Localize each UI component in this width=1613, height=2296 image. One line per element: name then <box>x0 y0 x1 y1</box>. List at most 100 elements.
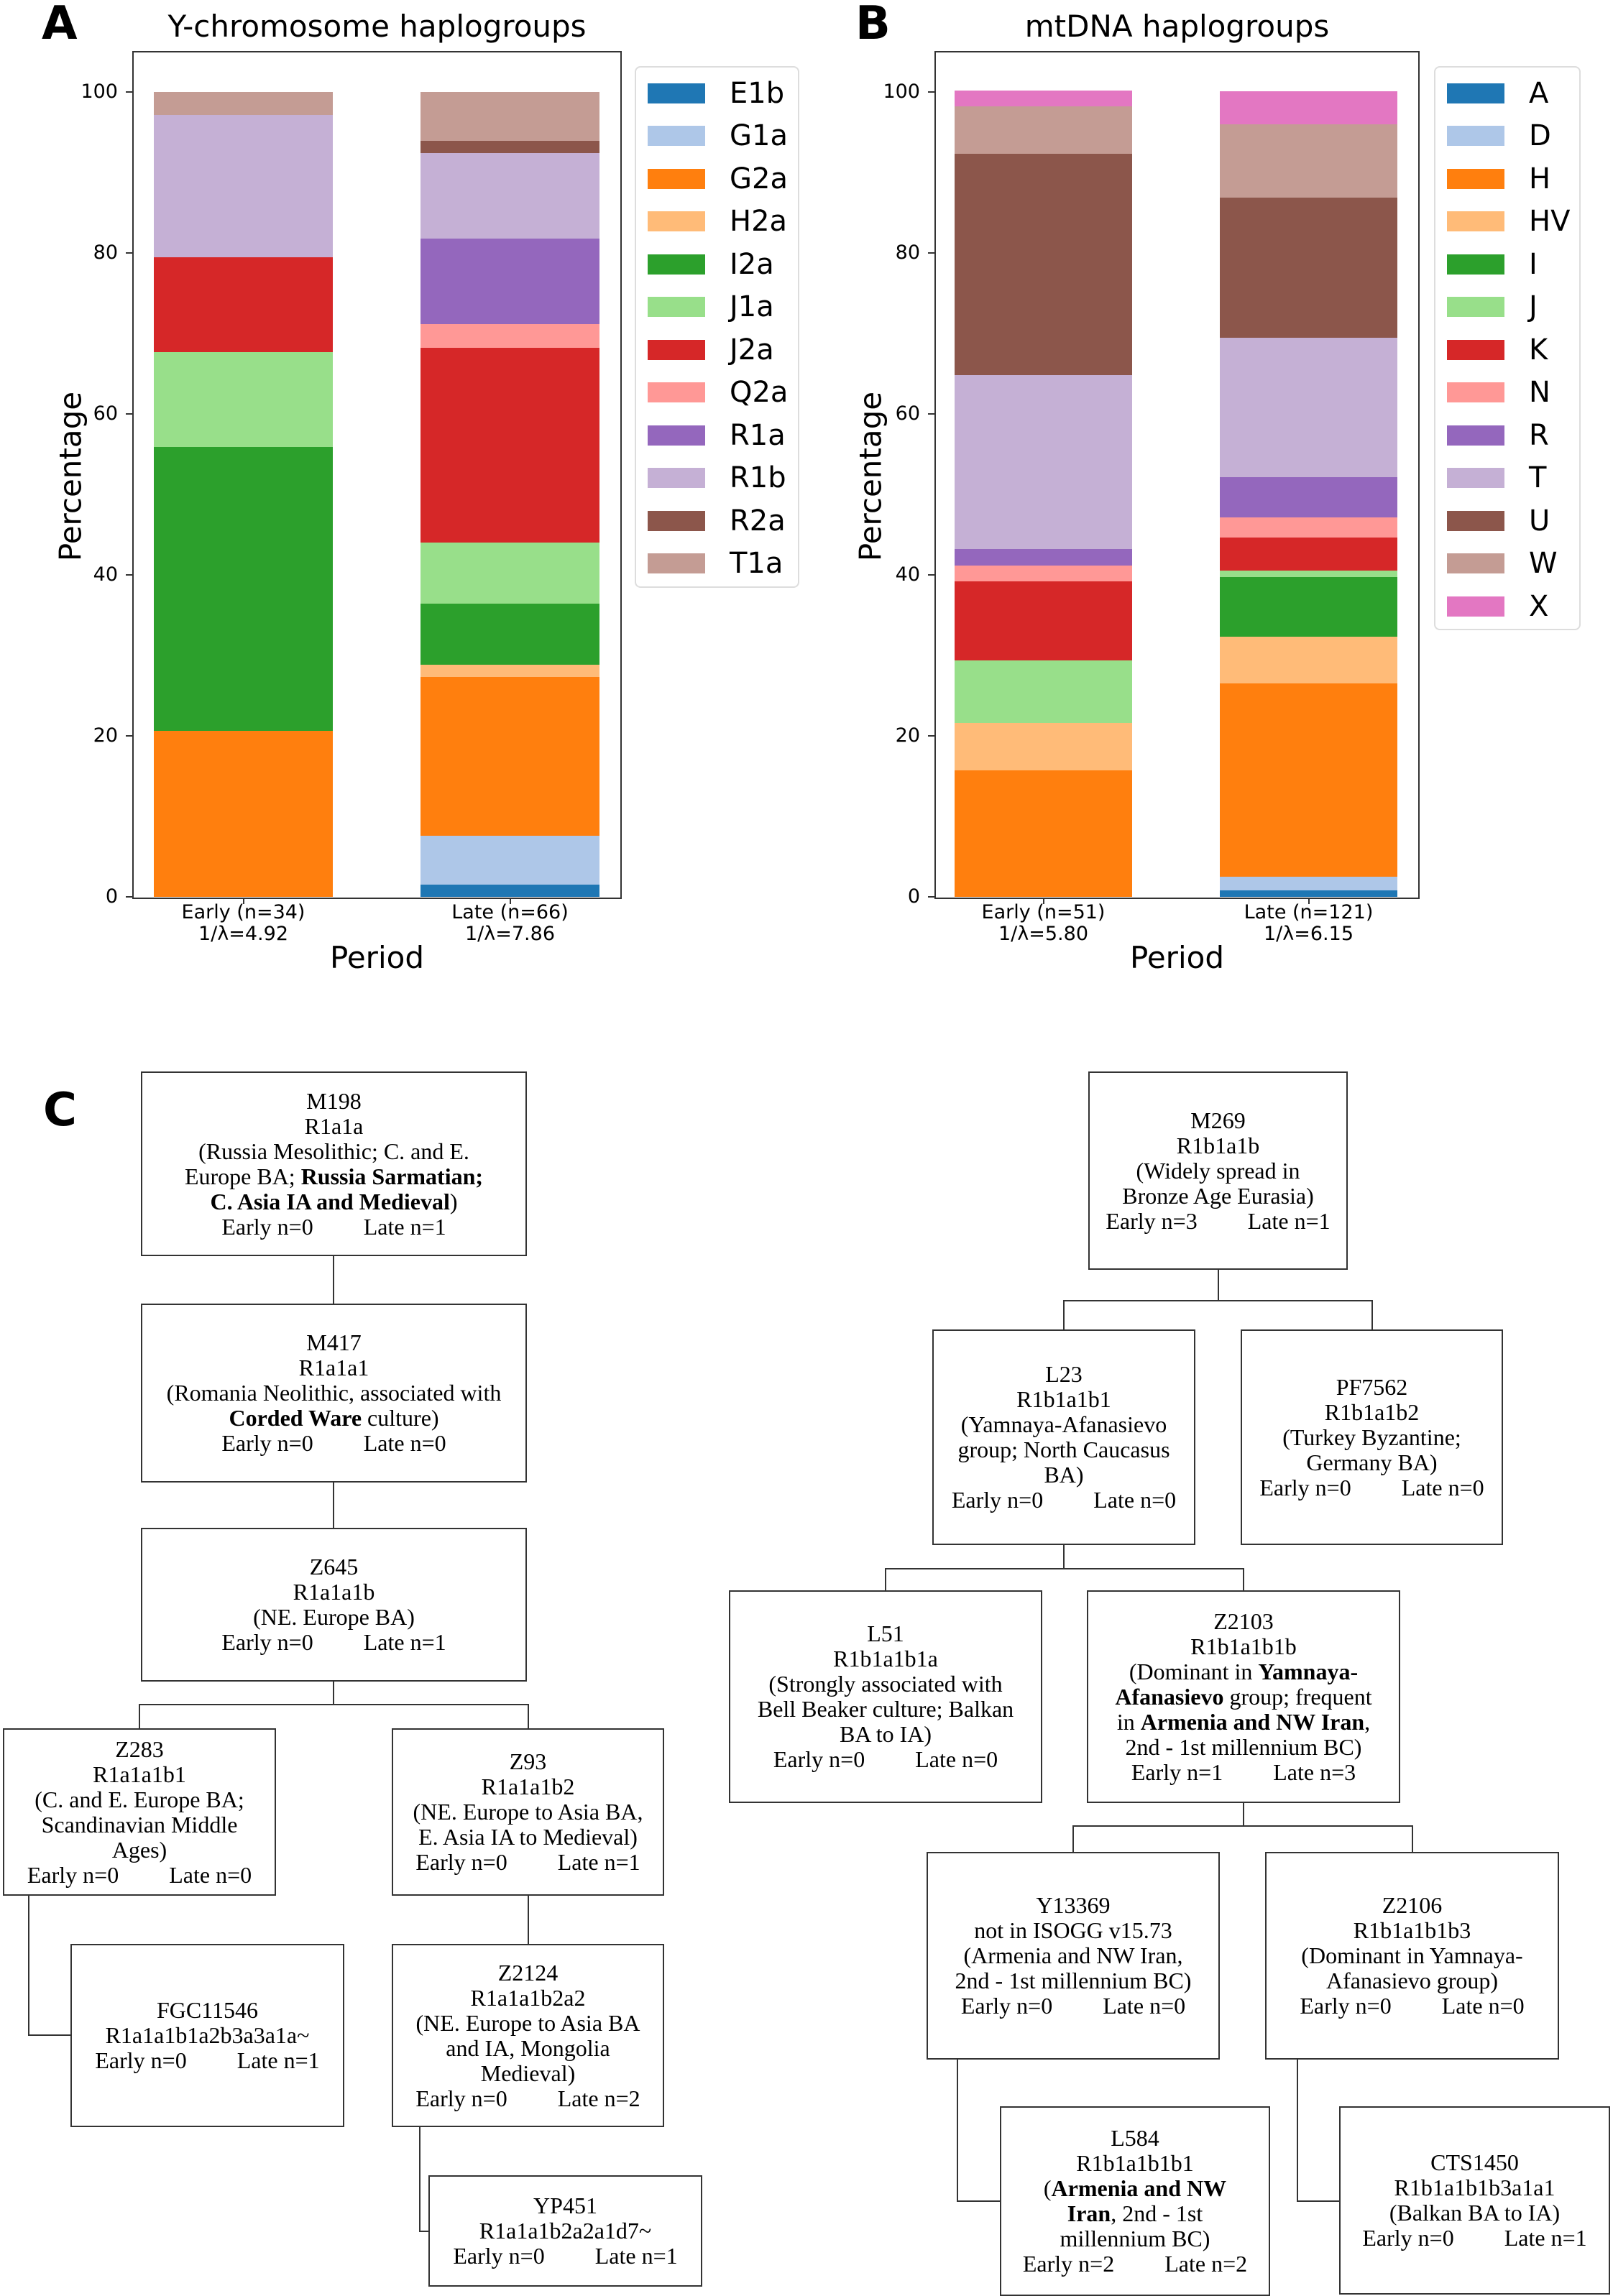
y-tick-mark <box>928 896 934 898</box>
bar-segment-g2a <box>421 677 599 836</box>
node-text-line: R1b1a1b1b3a1a1 <box>1394 2175 1555 2200</box>
bar-segment-i2a <box>421 604 599 665</box>
node-text: R1b1a1b1a <box>833 1646 938 1672</box>
legend-swatch <box>648 510 705 531</box>
legend-item: U <box>1447 499 1550 542</box>
legend: A D H HV I J K N R T U W X <box>1434 66 1581 630</box>
node-text-line: R1a1a <box>305 1113 364 1139</box>
node-text: ) <box>449 1188 458 1214</box>
bar-segment-r1a <box>421 238 599 324</box>
tree-node-cts1450: CTS1450 R1b1a1b1b3a1a1 (Balkan BA to IA) Ea… <box>1339 2106 1610 2295</box>
legend-item: J2a <box>648 328 774 371</box>
node-counts: Early n=0 Late n=0 <box>1259 1475 1484 1500</box>
node-text-bold: Afanasievo <box>1115 1683 1224 1710</box>
node-text-line: (NE. Europe to Asia BA, <box>413 1799 643 1825</box>
node-text-line: R1b1a1b2 <box>1325 1399 1420 1425</box>
legend-swatch <box>1447 83 1504 103</box>
legend-swatch <box>1447 596 1504 617</box>
legend-label: R <box>1529 418 1549 452</box>
legend-swatch <box>1447 211 1504 231</box>
node-text-line: (Romania Neolithic, associated with <box>167 1380 502 1406</box>
legend-item: I <box>1447 243 1538 285</box>
node-text: Europe BA; <box>184 1163 301 1189</box>
bar-segment-h <box>955 770 1132 897</box>
node-text: (C. and E. Europe BA; <box>35 1786 244 1812</box>
bar-segment-u <box>955 154 1132 376</box>
plot-area <box>934 51 1420 899</box>
bar-segment-h2a <box>421 665 599 678</box>
connector-y13369-l584 <box>957 2060 1000 2202</box>
node-text-line: Medieval) <box>481 2060 576 2086</box>
node-text-line: R1b1a1b1b <box>1190 1633 1297 1659</box>
chart-title: mtDNA haplogroups <box>1024 9 1330 44</box>
node-counts: Early n=0 Late n=1 <box>1362 2226 1586 2251</box>
node-text-line: (Dominant in Yamnaya- <box>1129 1659 1358 1684</box>
bar-segment-e1b <box>421 885 599 897</box>
node-text: Z645 <box>309 1554 359 1580</box>
node-counts: Early n=0 Late n=1 <box>415 1850 640 1875</box>
tree-node-l51: L51 R1b1a1b1a (Strongly associated with Bel… <box>729 1590 1042 1803</box>
node-text-line: YP451 <box>533 2193 597 2218</box>
node-text-line: Bell Beaker culture; Balkan <box>758 1697 1014 1722</box>
node-text-line: group; North Caucasus <box>957 1437 1169 1462</box>
node-counts: Early n=0 Late n=0 <box>221 1431 446 1456</box>
late-count: Late n=0 <box>1401 1474 1484 1500</box>
node-text-bold: Armenia and NW Iran <box>1140 1708 1365 1735</box>
bar-segment-t1a <box>154 92 333 116</box>
x-tick-line: 1/λ=5.80 <box>998 923 1088 945</box>
node-counts: Early n=3 Late n=1 <box>1106 1208 1330 1234</box>
node-text-line: (Armenia and NW <box>1044 2176 1226 2201</box>
early-count: Early n=0 <box>960 1993 1053 2019</box>
node-text: (NE. Europe BA) <box>253 1604 415 1630</box>
node-text: R1a1a1b2 <box>481 1774 575 1799</box>
legend-item: J1a <box>648 286 774 328</box>
late-count: Late n=1 <box>557 1849 640 1875</box>
node-text: in <box>1116 1708 1141 1735</box>
y-tick-label: 20 <box>93 724 118 747</box>
node-text-bold: C. Asia IA and Medieval <box>210 1188 450 1214</box>
node-text: (Dominant in <box>1129 1658 1259 1684</box>
legend-item: E1b <box>648 72 784 114</box>
y-tick-mark <box>928 413 934 415</box>
tree-node-m417: M417 R1a1a1 (Romania Neolithic, associated… <box>141 1304 527 1483</box>
node-text: R1b1a1b1 <box>1016 1386 1111 1412</box>
bar-segment-d <box>1220 877 1397 891</box>
late-count: Late n=1 <box>594 2243 678 2269</box>
node-counts: Early n=0 Late n=0 <box>27 1862 252 1888</box>
node-text-line: Scandinavian Middle <box>42 1812 238 1838</box>
y-tick-mark <box>126 252 132 254</box>
legend-label: A <box>1529 76 1549 110</box>
y-tick-mark <box>126 735 132 737</box>
bar-segment-j <box>1220 571 1397 578</box>
late-count: Late n=1 <box>363 1213 446 1240</box>
bar-segment-h <box>1220 683 1397 877</box>
y-tick-label: 80 <box>93 241 118 264</box>
connector-l23-children <box>885 1545 1244 1590</box>
bar-segment-t <box>955 375 1132 550</box>
node-text: ( <box>1043 2175 1052 2201</box>
node-text-line: (Balkan BA to IA) <box>1389 2200 1560 2226</box>
node-text-line: L23 <box>1045 1362 1083 1387</box>
node-text: (Strongly associated with <box>768 1671 1003 1697</box>
node-text-line: L584 <box>1111 2126 1159 2151</box>
node-text: Bronze Age Eurasia) <box>1122 1182 1314 1209</box>
tree-node-m269: M269 R1b1a1b (Widely spread in Bronze Age E… <box>1088 1071 1348 1270</box>
node-text-line: C. Asia IA and Medieval) <box>210 1189 457 1214</box>
node-text: R1b1a1b1b1 <box>1076 2150 1194 2176</box>
node-text-bold: Russia Sarmatian; <box>300 1163 484 1189</box>
connector-z645-children <box>139 1682 529 1728</box>
y-tick-mark <box>928 574 934 576</box>
bar-segment-g1a <box>421 835 599 885</box>
x-tick-line: Late (n=121) <box>1244 901 1374 923</box>
node-text: not in ISOGG v15.73 <box>974 1917 1172 1943</box>
legend-label: Q2a <box>730 376 789 409</box>
legend-swatch <box>648 83 705 103</box>
node-counts: Early n=1 Late n=3 <box>1131 1759 1356 1785</box>
node-text: R1a1a1b1 <box>93 1761 186 1787</box>
x-tick-line: Late (n=66) <box>451 901 569 923</box>
tree-node-fgc11546: FGC11546 R1a1a1b1a2b3a3a1a~ Early n=0 Late … <box>70 1944 344 2127</box>
legend-swatch <box>1447 425 1504 446</box>
node-text-line: CTS1450 <box>1430 2150 1519 2175</box>
tree-node-z2124: Z2124 R1a1a1b2a2 (NE. Europe to Asia BA and… <box>392 1944 664 2127</box>
